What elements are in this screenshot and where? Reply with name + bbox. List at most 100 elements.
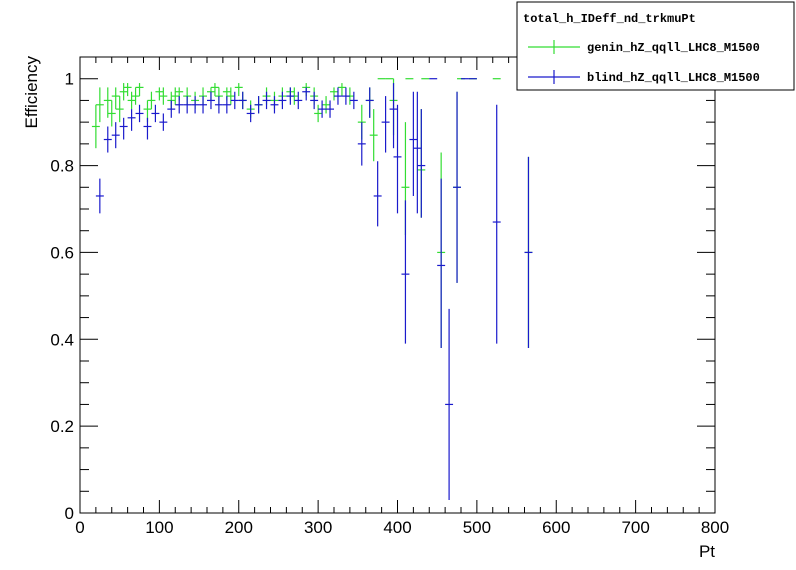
data-point	[222, 96, 231, 114]
data-point	[294, 91, 303, 110]
data-point	[322, 96, 331, 114]
data-point	[389, 83, 398, 149]
x-tick-label: 0	[75, 518, 84, 537]
data-point	[119, 117, 128, 140]
x-tick-label: 400	[383, 518, 411, 537]
data-point	[302, 87, 311, 101]
x-tick-label: 600	[542, 518, 570, 537]
data-point	[318, 100, 327, 118]
data-point	[127, 91, 136, 110]
legend-label: genin_hZ_qqll_LHC8_M1500	[587, 41, 760, 55]
legend-label: blind_hZ_qqll_LHC8_M1500	[587, 71, 760, 85]
data-point	[119, 83, 128, 101]
data-point	[445, 308, 454, 500]
data-point	[437, 178, 446, 348]
data-point	[453, 91, 461, 283]
data-point	[135, 104, 144, 123]
data-point	[155, 87, 164, 101]
data-point	[417, 109, 426, 218]
data-point	[210, 83, 219, 97]
data-point	[103, 87, 112, 118]
data-point	[230, 91, 239, 110]
legend-entry-1: blind_hZ_qqll_LHC8_M1500	[528, 70, 760, 85]
data-point	[310, 91, 319, 110]
data-point	[365, 87, 374, 118]
legend-entry-0: genin_hZ_qqll_LHC8_M1500	[528, 40, 760, 55]
data-point	[167, 100, 176, 118]
data-point	[373, 161, 382, 227]
y-axis-title: Efficiency	[22, 56, 41, 129]
data-point	[123, 83, 132, 97]
data-point	[349, 91, 358, 110]
x-axis-title: Pt	[699, 542, 715, 561]
data-point	[278, 91, 287, 110]
data-point	[286, 87, 295, 105]
data-point	[238, 91, 247, 110]
data-point	[175, 96, 184, 114]
data-point	[369, 109, 378, 162]
data-point	[103, 126, 112, 153]
data-point	[413, 91, 422, 214]
y-tick-label: 0.6	[50, 243, 74, 262]
data-point	[357, 122, 366, 166]
data-point	[91, 104, 100, 149]
data-point	[341, 87, 350, 105]
data-point	[111, 122, 120, 149]
data-point	[401, 200, 410, 344]
data-point	[334, 87, 342, 105]
x-tick-label: 100	[145, 518, 173, 537]
data-point	[199, 96, 207, 114]
data-point	[262, 91, 271, 110]
data-point	[246, 104, 255, 123]
data-point	[270, 96, 279, 114]
y-tick-label: 0	[65, 504, 74, 523]
x-tick-label: 200	[225, 518, 253, 537]
data-point	[314, 104, 323, 123]
legend: total_h_IDeff_nd_trkmuPt genin_hZ_qqll_L…	[516, 1, 795, 91]
data-point	[207, 91, 215, 110]
axes: 0 100 200 300 400 500 600 700 800 0 0.2 0.4 0.6 0.8 1	[50, 56, 729, 537]
data-point	[95, 178, 104, 214]
data-point	[381, 96, 390, 153]
data-point	[127, 109, 136, 131]
y-tick-label: 0.2	[50, 417, 74, 436]
legend-title: total_h_IDeff_nd_trkmuPt	[523, 12, 696, 26]
data-point	[524, 156, 533, 348]
y-tick-label: 0.4	[50, 330, 74, 349]
data-point	[214, 96, 223, 114]
data-point	[330, 87, 338, 101]
data-point	[147, 91, 156, 110]
x-tick-label: 700	[621, 518, 649, 537]
y-tick-label: 1	[65, 70, 74, 89]
data-point	[393, 104, 402, 214]
legend-box	[516, 1, 795, 91]
x-tick-label: 500	[463, 518, 491, 537]
data-point	[326, 100, 334, 118]
data-point	[159, 113, 168, 131]
x-tick-label: 300	[304, 518, 332, 537]
data-point	[143, 117, 152, 140]
legend-entries: genin_hZ_qqll_LHC8_M1500 blind_hZ_qqll_LH…	[528, 40, 760, 85]
data-point	[191, 96, 200, 114]
data-series	[91, 78, 533, 500]
data-point	[131, 87, 140, 105]
data-point	[254, 96, 263, 114]
data-point	[492, 104, 501, 344]
data-point	[234, 83, 243, 97]
data-point	[95, 87, 104, 123]
y-tick-label: 0.8	[50, 157, 74, 176]
data-point	[409, 91, 418, 196]
data-point	[107, 100, 116, 127]
data-point	[135, 83, 144, 97]
series-1	[95, 78, 533, 500]
data-point	[159, 87, 168, 105]
data-point	[171, 87, 180, 105]
data-point	[151, 104, 160, 123]
data-point	[111, 87, 120, 110]
x-tick-label: 800	[701, 518, 729, 537]
data-point	[115, 96, 124, 123]
data-point	[226, 87, 235, 105]
data-point	[337, 83, 346, 97]
